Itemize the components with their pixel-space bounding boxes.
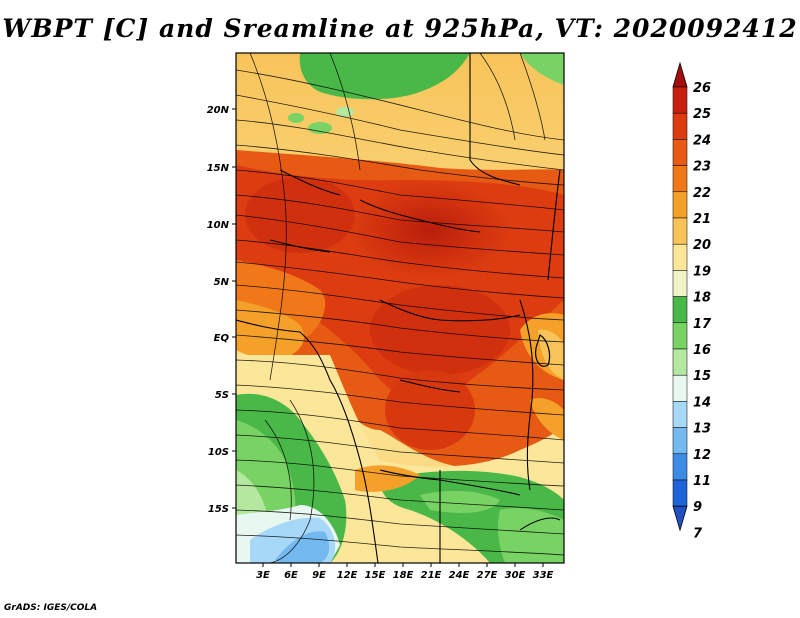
colorbar-label: 17 bbox=[693, 317, 712, 332]
colorbar-segment bbox=[672, 453, 688, 481]
colorbar-label: 23 bbox=[693, 160, 711, 175]
lat-label-15n: 15N bbox=[207, 163, 230, 174]
colorbar-label: 9 bbox=[693, 500, 702, 515]
lon-label-3e: 3E bbox=[256, 570, 270, 581]
colorbar-label: 19 bbox=[693, 264, 711, 279]
colorbar-segment bbox=[672, 348, 688, 376]
lon-label-18e: 18E bbox=[393, 570, 414, 581]
colorbar-label: 25 bbox=[693, 107, 711, 122]
colorbar-segment bbox=[672, 322, 688, 350]
colorbar-segment bbox=[672, 217, 688, 245]
colorbar-label: 26 bbox=[693, 81, 711, 96]
latitude-axis: 20N 15N 10N 5N EQ 5S 10S 15S bbox=[207, 105, 236, 515]
colorbar-label: 11 bbox=[693, 474, 711, 489]
colorbar-segment bbox=[672, 139, 688, 166]
lat-label-5n: 5N bbox=[214, 277, 230, 288]
lat-label-5s: 5S bbox=[215, 390, 229, 401]
grads-credit: GrADS: IGES/COLA bbox=[4, 603, 98, 613]
lon-label-33e: 33E bbox=[533, 570, 554, 581]
lon-label-6e: 6E bbox=[284, 570, 298, 581]
colorbar-label: 21 bbox=[693, 212, 711, 227]
lon-label-24e: 24E bbox=[449, 570, 470, 581]
colorbar-segment bbox=[672, 86, 688, 114]
lon-label-21e: 21E bbox=[421, 570, 442, 581]
colorbar-label: 12 bbox=[693, 448, 711, 463]
lon-label-12e: 12E bbox=[337, 570, 358, 581]
colorbar-label: 15 bbox=[693, 369, 711, 384]
lat-label-10s: 10S bbox=[208, 447, 229, 458]
longitude-axis: 3E 6E 9E 12E 15E 18E 21E 24E 27E 30E 33E bbox=[256, 563, 554, 581]
lat-label-20n: 20N bbox=[207, 105, 230, 116]
map-title: WBPT [C] and Sreamline at 925hPa, VT: 20… bbox=[2, 14, 798, 43]
colorbar-segment bbox=[672, 270, 688, 297]
colorbar-top-arrow bbox=[672, 61, 688, 88]
colorbar-label: 20 bbox=[693, 238, 711, 253]
lat-label-eq: EQ bbox=[214, 333, 230, 344]
lat-label-15s: 15S bbox=[208, 504, 229, 515]
colorbar-segment bbox=[672, 112, 688, 140]
colorbar-label: 22 bbox=[693, 186, 711, 201]
colorbar-label: 24 bbox=[693, 133, 711, 148]
colorbar-bottom-arrow bbox=[672, 505, 688, 532]
colorbar-segment bbox=[672, 243, 688, 271]
colorbar-segment bbox=[672, 296, 688, 324]
lon-label-9e: 9E bbox=[312, 570, 326, 581]
lon-label-15e: 15E bbox=[365, 570, 386, 581]
colorbar-segment bbox=[672, 374, 688, 402]
wbpt-field bbox=[236, 53, 564, 563]
colorbar-segment bbox=[672, 401, 688, 428]
colorbar-label: 18 bbox=[693, 291, 711, 306]
lon-label-30e: 30E bbox=[505, 570, 526, 581]
lat-label-10n: 10N bbox=[207, 220, 230, 231]
colorbar-label: 16 bbox=[693, 343, 711, 358]
colorbar-legend: 26 25 24 23 22 21 20 19 18 17 16 15 14 13 12 11 9 7 bbox=[672, 61, 712, 541]
colorbar-label: 14 bbox=[693, 395, 711, 410]
colorbar-segment bbox=[672, 165, 688, 193]
colorbar-label: 7 bbox=[693, 526, 703, 541]
map-frame bbox=[235, 52, 565, 564]
lon-label-27e: 27E bbox=[477, 570, 498, 581]
colorbar-segment bbox=[672, 191, 688, 219]
colorbar-segment bbox=[672, 427, 688, 455]
colorbar-segment bbox=[672, 479, 688, 507]
colorbar-label: 13 bbox=[693, 422, 711, 437]
